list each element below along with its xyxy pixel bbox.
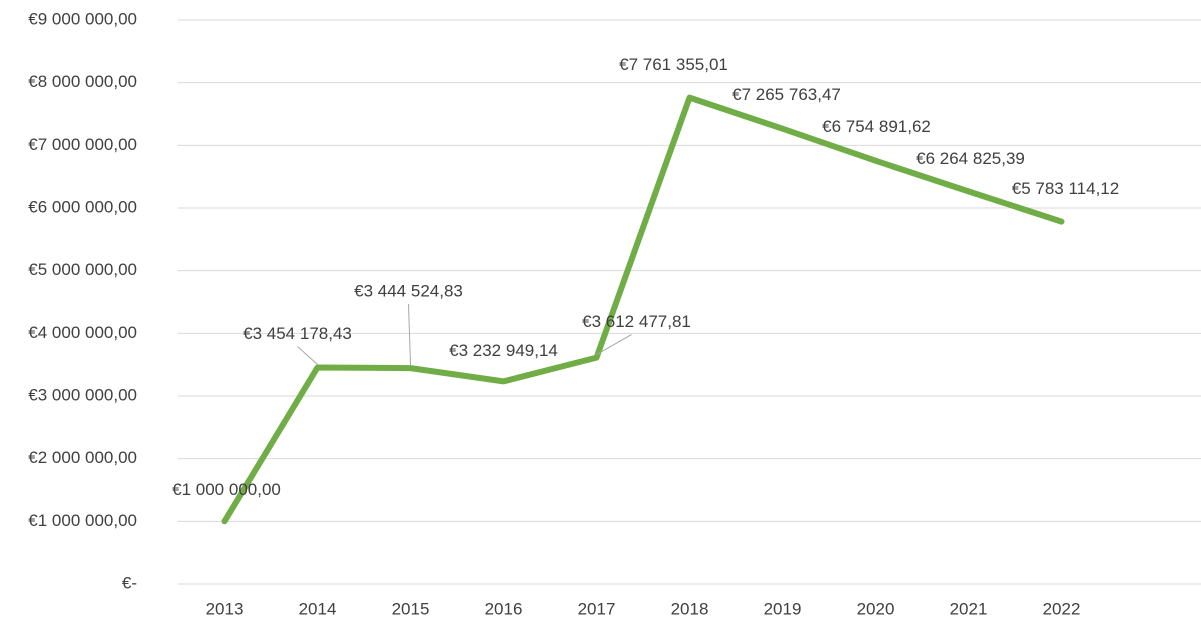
data-label: €5 783 114,12 (1012, 179, 1119, 198)
y-tick-label: €8 000 000,00 (28, 72, 137, 91)
x-tick-label: 2016 (485, 599, 523, 618)
y-tick-label: €6 000 000,00 (28, 197, 137, 216)
y-tick-label: €4 000 000,00 (28, 323, 137, 342)
x-tick-label: 2022 (1043, 599, 1081, 618)
data-label: €7 761 355,01 (619, 55, 728, 74)
x-tick-label: 2015 (392, 599, 430, 618)
data-label: €3 612 477,81 (582, 312, 691, 331)
data-line (221, 94, 1065, 525)
x-tick-label: 2018 (671, 599, 709, 618)
data-label: €3 232 949,14 (449, 341, 558, 360)
leader-line (297, 346, 318, 365)
data-label: €6 264 825,39 (916, 149, 1025, 168)
x-tick-label: 2019 (764, 599, 802, 618)
data-label: €3 454 178,43 (243, 324, 352, 343)
y-tick-label: €2 000 000,00 (28, 448, 137, 467)
data-label: €1 000 000,00 (172, 480, 281, 499)
y-tick-label: €1 000 000,00 (28, 511, 137, 530)
y-tick-label: €7 000 000,00 (28, 135, 137, 154)
y-tick-label: €- (122, 573, 137, 592)
y-tick-label: €5 000 000,00 (28, 260, 137, 279)
x-tick-label: 2013 (206, 599, 244, 618)
leader-line (408, 304, 411, 366)
leader-line (596, 334, 632, 356)
y-tick-label: €9 000 000,00 (28, 9, 137, 28)
x-tick-label: 2017 (578, 599, 616, 618)
x-tick-label: 2020 (857, 599, 895, 618)
x-tick-label: 2021 (950, 599, 988, 618)
x-tick-label: 2014 (299, 599, 337, 618)
data-label: €7 265 763,47 (732, 85, 841, 104)
data-label: €3 444 524,83 (354, 282, 463, 301)
data-label: €6 754 891,62 (822, 117, 931, 136)
y-tick-label: €3 000 000,00 (28, 385, 137, 404)
